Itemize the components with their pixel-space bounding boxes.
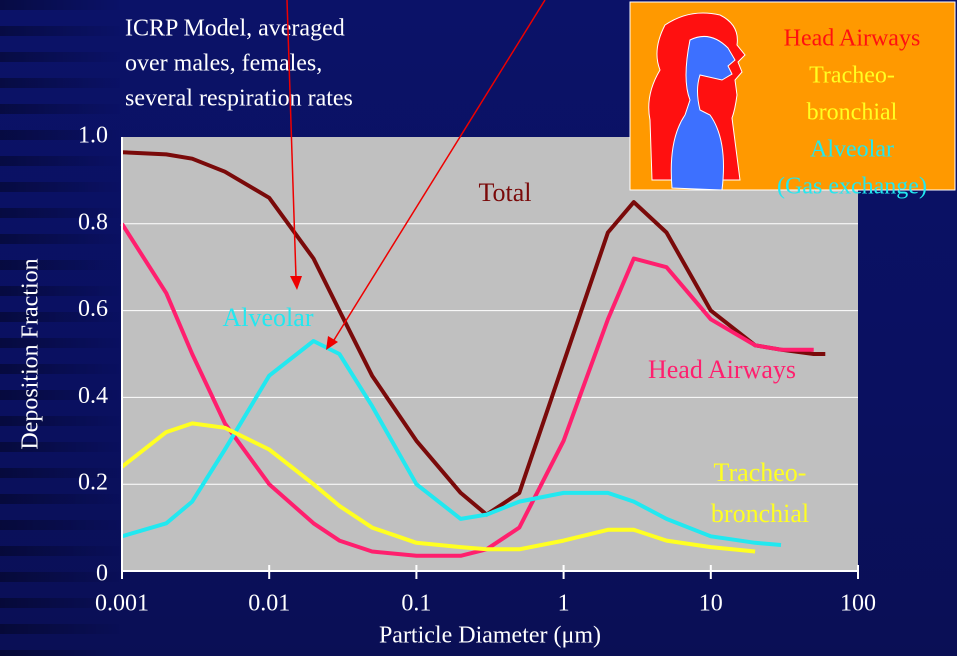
arrows (286, 0, 546, 350)
curve-label: bronchial (711, 499, 809, 528)
arrowhead (290, 276, 302, 290)
x-tick-label: 0.1 (401, 591, 431, 617)
inset-label: Tracheo- (809, 63, 895, 89)
inset-label: Head Airways (784, 26, 921, 52)
grid (122, 223, 858, 485)
lines (120, 150, 826, 558)
arrow (333, 0, 546, 341)
annotation-line: ICRP Model, averaged (125, 16, 345, 42)
x-tick-label: 10 (699, 591, 723, 617)
curve-label: Head Airways (648, 355, 796, 384)
arrowhead (326, 336, 338, 350)
y-tick-label: 1.0 (78, 123, 108, 149)
y-tick-label: 0.2 (78, 470, 108, 496)
y-axis-label: Deposition Fraction (18, 258, 44, 449)
background-stripes (0, 0, 120, 656)
inset-label: Alveolar (810, 137, 894, 163)
curve-label: Alveolar (223, 303, 314, 332)
x-tick-label: 100 (840, 591, 876, 617)
inset: Head Airways Tracheo-bronchial Alveolar (Ga… (629, 1, 956, 200)
x-axis-label: Particle Diameter (μm) (379, 623, 601, 649)
x-tick-label: 1 (558, 591, 570, 617)
arrow (286, 0, 297, 279)
y-tick-label: 0.4 (78, 383, 108, 409)
annotation-line: over males, females, (125, 51, 322, 77)
series-line (121, 339, 782, 547)
curve-labels: Total Head Airways Alveolar Tracheo-bronchi… (223, 178, 810, 528)
plot-area (122, 137, 858, 571)
series-line (120, 421, 756, 554)
inset-labels: Head Airways Tracheo-bronchial Alveolar (Ga… (777, 26, 927, 200)
y-tick-label: 0.8 (78, 209, 108, 235)
annotation-line: several respiration rates (125, 86, 353, 112)
curve-label: Total (478, 178, 531, 207)
y-tick-label: 0 (96, 561, 108, 587)
inset-label: bronchial (807, 100, 898, 126)
x-tick-label: 0.01 (248, 591, 290, 617)
x-tick-label: 0.001 (95, 591, 149, 617)
inset-label: (Gas exchange) (777, 174, 927, 200)
airway-figure (670, 35, 736, 191)
annotation: ICRP Model, averaged over males, females,… (125, 16, 353, 112)
y-tick-label: 0.6 (78, 296, 108, 322)
curve-label: Tracheo- (714, 458, 807, 487)
